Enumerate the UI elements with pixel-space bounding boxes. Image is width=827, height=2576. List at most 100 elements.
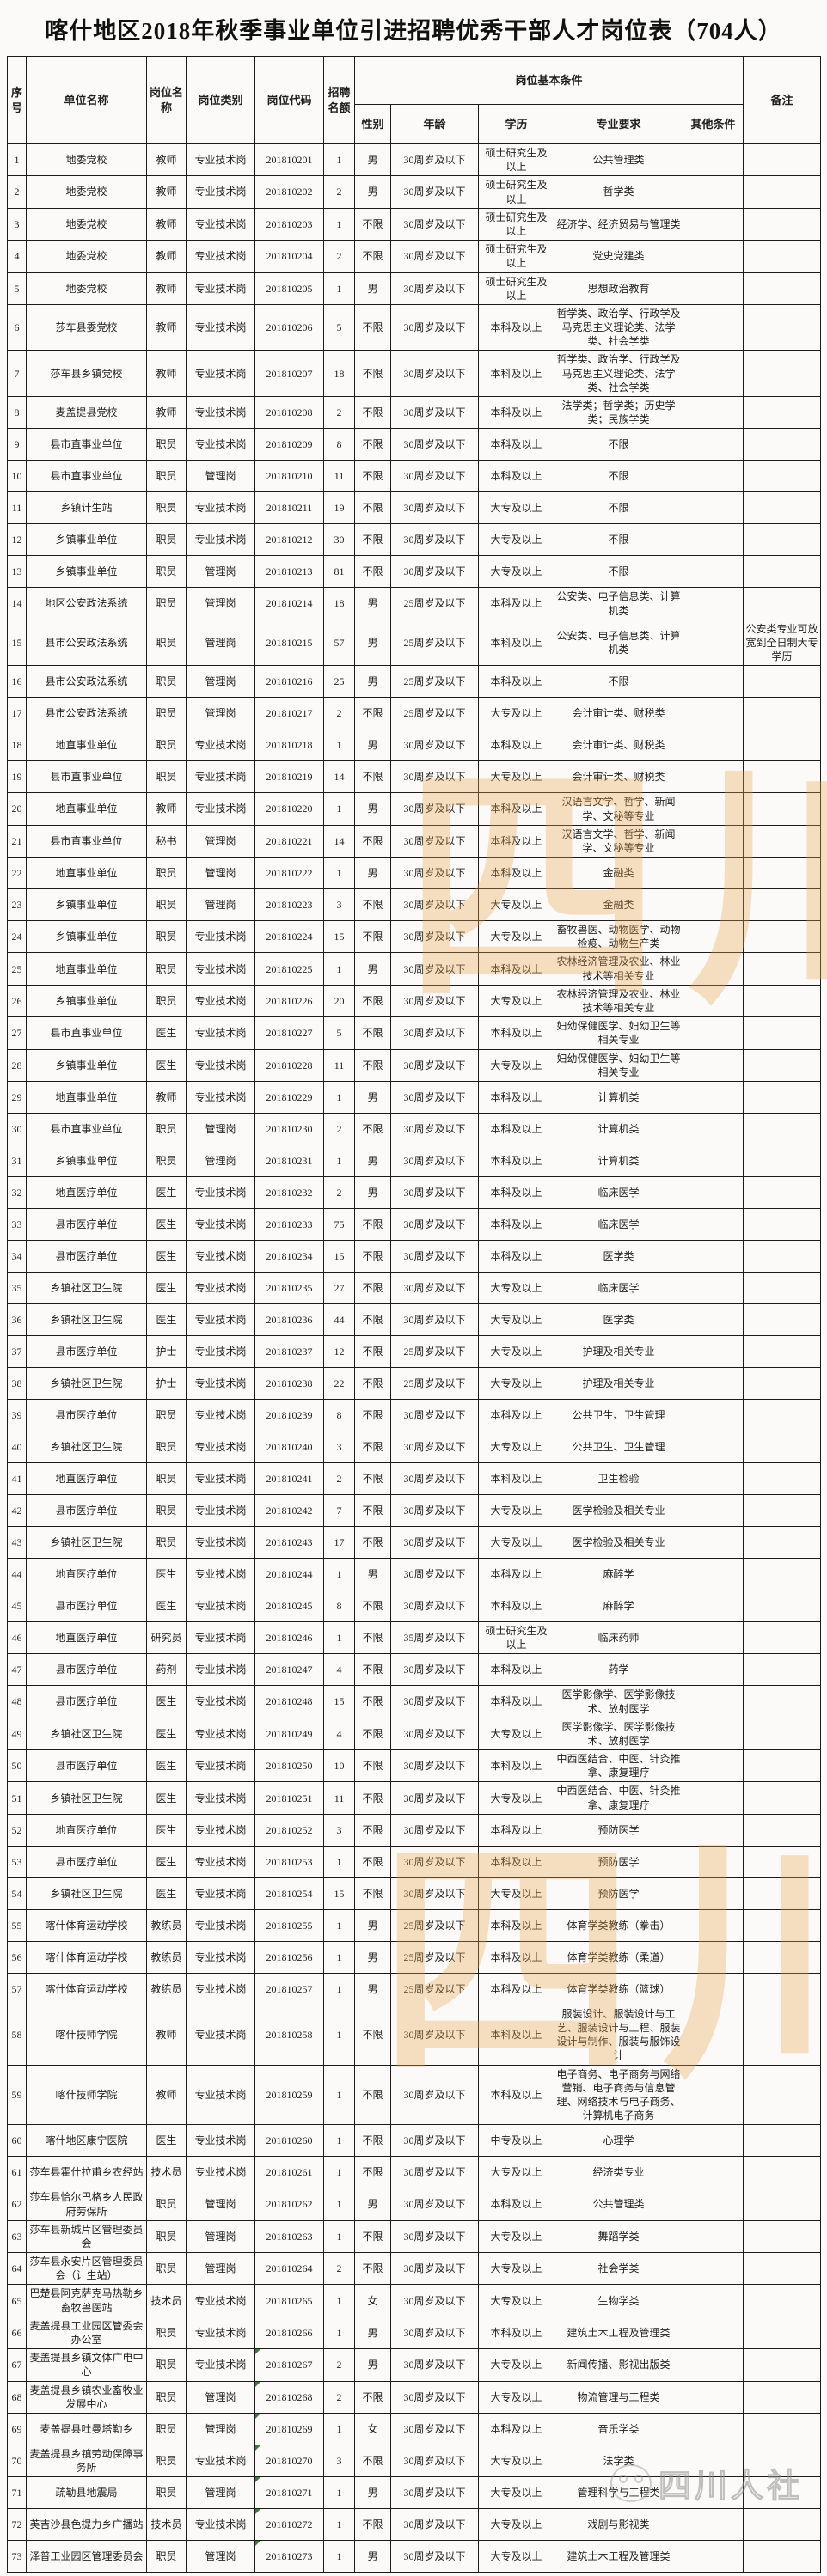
position-name-cell: 职员 [146, 619, 187, 667]
other-condition-cell [682, 587, 744, 620]
major-requirement-cell: 医学影像学、医学影像技术、放射医学 [554, 1685, 683, 1718]
serial-cell: 49 [7, 1717, 27, 1751]
position-category-cell: 专业技术岗 [186, 984, 255, 1018]
age-cell: 25周岁及以下 [390, 1366, 479, 1400]
remark-cell [743, 760, 822, 794]
other-condition-cell [682, 1207, 744, 1241]
table-row: 18 地直事业单位 职员 专业技术岗 201810218 1 男 30周岁及以下 本科及以上 会计… [7, 729, 822, 762]
position-name-cell: 技术员 [146, 2156, 187, 2189]
table-row: 35 乡镇社区卫生院 医生 专业技术岗 201810235 27 不限 30周岁及以下 大专及以… [7, 1271, 822, 1304]
education-cell: 大专及以上 [478, 1781, 554, 1815]
table-row: 11 乡镇计生站 职员 专业技术岗 201810211 19 不限 30周岁及以下 大专及以上不… [7, 491, 822, 525]
remark-cell [743, 272, 822, 305]
unit-name-cell: 喀什体育运动学校 [26, 1908, 147, 1942]
remark-cell [743, 729, 822, 762]
unit-name-cell: 县市医疗单位 [26, 1845, 147, 1878]
other-condition-cell [682, 491, 744, 525]
serial-cell: 28 [7, 1048, 27, 1082]
education-cell: 大专及以上 [478, 2508, 554, 2542]
age-cell: 30周岁及以下 [390, 1430, 479, 1463]
unit-name-cell: 莎车县恰尔巴格乡人民政府劳保所 [26, 2188, 147, 2221]
remark-cell [743, 984, 822, 1018]
gender-cell: 男 [354, 2540, 391, 2573]
serial-cell: 22 [7, 857, 27, 890]
education-cell: 本科及以上 [478, 2064, 554, 2126]
position-name-cell: 医生 [146, 1239, 187, 1273]
position-name-cell: 职员 [146, 2252, 187, 2286]
age-cell: 30周岁及以下 [390, 888, 479, 922]
remark-cell [743, 1877, 822, 1910]
age-cell: 30周岁及以下 [390, 240, 479, 273]
unit-name-cell: 麦盖提县乡镇劳动保障事务所 [26, 2444, 147, 2478]
serial-cell: 50 [7, 1749, 27, 1783]
other-condition-cell [682, 2252, 744, 2286]
unit-name-cell: 乡镇事业单位 [26, 1048, 147, 1082]
remark-cell: 公安类专业可放宽到全日制大专学历 [743, 619, 822, 667]
other-condition-cell [682, 619, 744, 667]
gender-cell: 不限 [354, 1239, 391, 1273]
education-cell: 本科及以上 [478, 1144, 554, 1177]
other-condition-cell [682, 2540, 744, 2573]
gender-cell: 男 [354, 2476, 391, 2510]
serial-cell: 34 [7, 1239, 27, 1273]
unit-name-cell: 地直事业单位 [26, 857, 147, 890]
position-name-cell: 职员 [146, 1525, 187, 1559]
position-code-cell: 201810221 [254, 824, 324, 858]
other-condition-cell [682, 2476, 744, 2510]
education-cell: 本科及以上 [478, 1813, 554, 1847]
position-name-cell: 护士 [146, 1334, 187, 1368]
major-requirement-cell: 公共管理类 [554, 2188, 683, 2221]
position-code-cell: 201810267 [254, 2348, 324, 2382]
position-category-cell: 专业技术岗 [186, 240, 255, 273]
position-category-cell: 专业技术岗 [186, 395, 255, 430]
age-cell: 30周岁及以下 [390, 1557, 479, 1590]
unit-name-cell: 麦盖提县乡镇农业畜牧业发展中心 [26, 2380, 147, 2414]
education-cell: 本科及以上 [478, 1589, 554, 1622]
unit-name-cell: 县市医疗单位 [26, 1493, 147, 1527]
gender-cell: 男 [354, 792, 391, 826]
unit-name-cell: 县市医疗单位 [26, 1589, 147, 1622]
remark-cell [743, 2188, 822, 2221]
position-code-cell: 201810217 [254, 697, 324, 730]
age-cell: 30周岁及以下 [390, 2124, 479, 2158]
table-row: 60 喀什地区康宁医院 医生 专业技术岗 201810260 1 不限 30周岁及以下 中专及以… [7, 2124, 822, 2158]
position-code-cell: 201810260 [254, 2124, 324, 2158]
unit-name-cell: 巴楚县阿克萨克马热勒乡畜牧兽医站 [26, 2284, 147, 2317]
gender-cell: 不限 [354, 1845, 391, 1878]
gender-cell: 不限 [354, 1016, 391, 1050]
position-code-cell: 201810247 [254, 1653, 324, 1687]
education-cell: 本科及以上 [478, 587, 554, 620]
major-requirement-cell: 经济类专业 [554, 2156, 683, 2189]
unit-name-cell: 县市直事业单位 [26, 824, 147, 858]
remark-cell [743, 395, 822, 430]
other-condition-cell [682, 1048, 744, 1082]
major-requirement-cell: 电子商务、电子商务与网络营销、电子商务与信息管理、网络技术与电子商务、计算机电子… [554, 2064, 683, 2126]
recruit-count-cell: 2 [323, 175, 355, 209]
gender-cell: 不限 [354, 1685, 391, 1718]
table-row: 20 地直事业单位 教师 专业技术岗 201810220 1 男 30周岁及以下 本科及以上 汉语… [7, 792, 822, 826]
remark-cell [743, 1813, 822, 1847]
other-condition-cell [682, 1781, 744, 1815]
serial-cell: 21 [7, 824, 27, 858]
serial-cell: 3 [7, 207, 27, 241]
unit-name-cell: 莎车县乡镇党校 [26, 350, 147, 397]
serial-cell: 61 [7, 2156, 27, 2189]
serial-cell: 12 [7, 523, 27, 557]
position-category-cell: 专业技术岗 [186, 1589, 255, 1622]
education-cell: 本科及以上 [478, 952, 554, 986]
position-code-cell: 201810218 [254, 729, 324, 762]
remark-cell [743, 920, 822, 954]
header-gender: 性别 [354, 104, 391, 144]
position-category-cell: 专业技术岗 [186, 1972, 255, 2005]
position-code-cell: 201810208 [254, 395, 324, 430]
position-category-cell: 专业技术岗 [186, 1271, 255, 1304]
other-condition-cell [682, 1398, 744, 1431]
major-requirement-cell: 中西医结合、中医、针灸推拿、康复理疗 [554, 1749, 683, 1783]
remark-cell [743, 1048, 822, 1082]
position-code-cell: 201810234 [254, 1239, 324, 1273]
recruit-count-cell: 1 [323, 2064, 355, 2126]
remark-cell [743, 2412, 822, 2445]
position-name-cell: 医生 [146, 1048, 187, 1082]
age-cell: 30周岁及以下 [390, 1717, 479, 1751]
position-code-cell: 201810245 [254, 1589, 324, 1622]
